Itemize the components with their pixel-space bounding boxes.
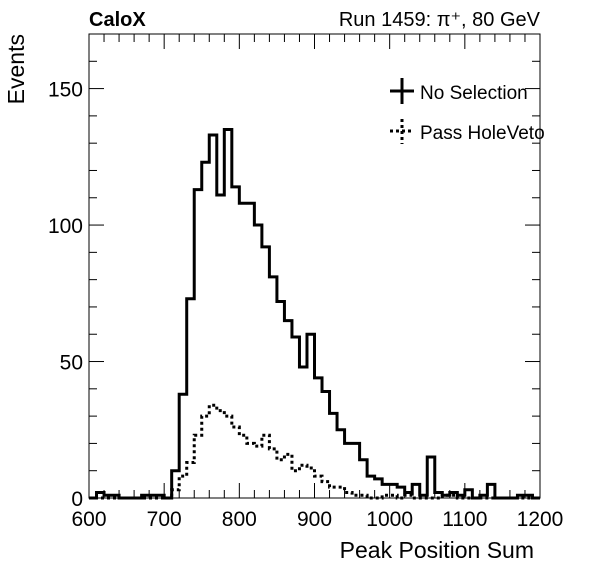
chart-title-left: CaloX	[89, 9, 146, 31]
series-pass-holeveto-line	[89, 403, 540, 500]
x-tick-label: 1200	[517, 508, 564, 531]
y-tick-label: 50	[60, 352, 83, 375]
x-tick-label: 800	[222, 508, 257, 531]
series-layer	[89, 128, 540, 500]
x-tick-label: 1100	[442, 508, 487, 531]
x-tick-label: 700	[147, 508, 182, 531]
legend-marker-pass-holeveto	[390, 119, 414, 144]
axis-ticks	[88, 33, 541, 499]
x-tick-label: 600	[71, 508, 106, 531]
y-axis-label: Events	[3, 34, 29, 104]
x-tick-label: 900	[297, 508, 332, 531]
legend: No Selection Pass HoleVeto	[390, 78, 545, 144]
x-axis-label: Peak Position Sum	[340, 537, 534, 563]
x-tick-label: 1000	[366, 508, 413, 531]
legend-label-pass-holeveto: Pass HoleVeto	[420, 123, 545, 144]
y-tick-label: 150	[48, 79, 83, 102]
chart-title-right: Run 1459: π⁺, 80 GeV	[339, 9, 541, 31]
x-tick-labels: 600 700 800 900 1000 1100 1200	[71, 508, 563, 531]
legend-marker-no-selection	[390, 78, 414, 104]
legend-label-no-selection: No Selection	[420, 83, 528, 104]
y-tick-label: 100	[48, 215, 83, 238]
y-tick-labels: 0 50 100 150	[48, 79, 83, 511]
series-no-selection-line	[89, 128, 540, 500]
y-tick-label: 0	[71, 488, 83, 511]
